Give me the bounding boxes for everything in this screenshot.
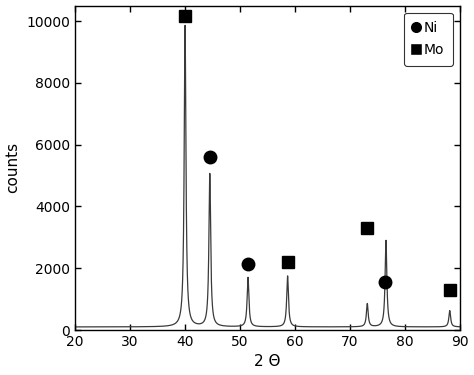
Legend: Ni, Mo: Ni, Mo [404,12,453,66]
Y-axis label: counts: counts [6,142,20,194]
X-axis label: 2 Θ: 2 Θ [254,354,281,369]
